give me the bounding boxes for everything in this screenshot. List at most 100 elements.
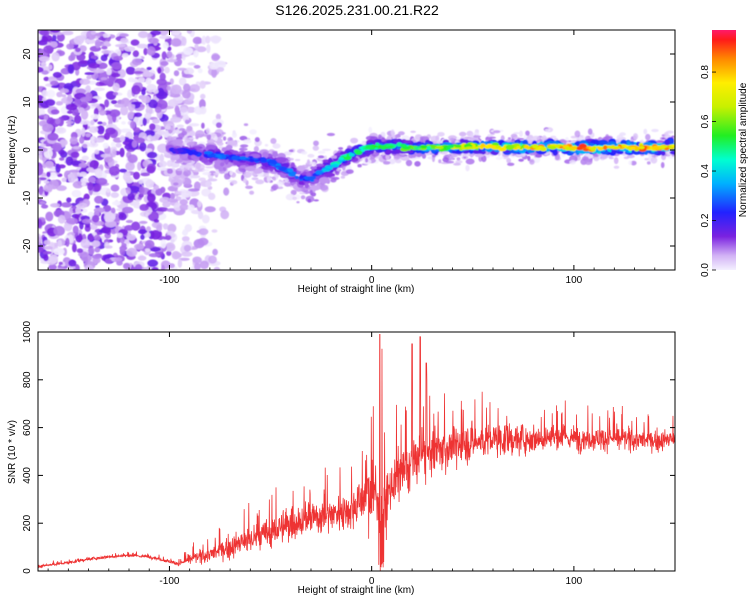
spectrogram-halo-blob <box>393 134 401 139</box>
spectrogram-halo-blob <box>312 145 319 151</box>
spectrogram-noise-blob <box>76 53 86 61</box>
spectrogram-noise-blob <box>121 53 129 58</box>
colorbar: 0.0 0.2 0.4 0.6 0.8 Normalized spectral ampl… <box>700 30 749 277</box>
spectrogram-noise-blob <box>72 225 79 234</box>
spectrogram-ridge-core <box>221 154 227 160</box>
spectrogram-noise-blob <box>93 69 105 74</box>
spectrogram-halo-blob <box>365 157 369 163</box>
spectrogram-noise-blob <box>80 177 88 184</box>
spectrogram-halo-blob <box>292 196 297 201</box>
spectrogram-noise-blob <box>155 90 168 100</box>
spectrogram-noise-blob <box>187 62 196 66</box>
spectrogram-noise-blob <box>179 199 188 206</box>
spectrogram-noise-blob <box>193 64 201 69</box>
colorbar-tick-label: 0.0 <box>700 263 711 277</box>
spectrogram-noise-blob <box>149 247 161 252</box>
spectrogram-halo-blob <box>238 147 248 151</box>
spectrogram-ridge-core <box>579 143 587 148</box>
spectrogram-noise-blob <box>181 236 190 242</box>
spectrogram-halo-blob <box>272 183 279 190</box>
spectrogram-noise-blob <box>148 99 158 109</box>
spectrogram-noise-blob <box>139 204 149 211</box>
spectrogram-y-label: Frequency (Hz) <box>7 116 18 185</box>
spectrogram-ridge-core <box>294 175 299 180</box>
spectrogram-noise-blob <box>183 83 191 92</box>
spectrogram-noise-blob <box>119 135 126 142</box>
spectrogram-halo-blob <box>453 162 461 166</box>
spectrogram-ridge-core <box>523 144 530 149</box>
spectrogram-noise-blob <box>84 72 95 76</box>
spectrogram-halo-blob <box>309 189 313 196</box>
spectrogram-halo-blob <box>442 157 450 163</box>
spectrogram-noise-blob <box>93 137 105 143</box>
spectrogram-ridge-core <box>438 149 445 152</box>
spectrogram-halo-blob <box>301 151 308 155</box>
colorbar-ticks: 0.0 0.2 0.4 0.6 0.8 <box>700 65 716 277</box>
spectrogram-noise-blob <box>38 236 42 246</box>
spectrogram-noise-blob <box>167 46 172 52</box>
spectrogram-noise-blob <box>156 224 163 232</box>
spectrogram-noise-blob <box>136 43 148 49</box>
spectrogram-noise-blob <box>122 172 131 182</box>
spectrogram-noise-blob <box>198 228 209 236</box>
spectrogram-halo-blob <box>465 158 475 165</box>
spectrogram-noise-blob <box>79 60 90 64</box>
spectrogram-noise-blob <box>133 112 143 118</box>
spectrogram-noise-blob <box>81 155 90 161</box>
spectrogram-noise-blob <box>65 237 70 247</box>
spectrogram-halo-blob <box>295 159 301 161</box>
spectrogram-noise-blob <box>141 95 151 104</box>
spectrogram-noise-blob <box>143 47 148 56</box>
spectrogram-noise-blob <box>126 234 136 241</box>
spectrogram-noise-blob <box>144 148 153 153</box>
spectrogram-ridge-blob <box>474 153 484 158</box>
spectrogram-noise-blob <box>78 107 85 114</box>
spectrogram-noise-blob <box>207 178 218 182</box>
spectrogram-halo-blob <box>254 137 260 143</box>
spectrogram-noise-blob <box>157 167 167 171</box>
spectrogram-ridge-core <box>192 150 199 155</box>
spectrogram-halo-blob <box>316 157 320 160</box>
spectrogram-ridge-blob <box>669 150 675 155</box>
spectrogram-noise-blob <box>44 160 54 169</box>
spectrogram-noise-blob <box>186 30 192 34</box>
colorbar-gradient <box>712 30 736 270</box>
spectrogram-noise-blob <box>162 201 171 208</box>
spectrogram-noise-blob <box>126 247 138 257</box>
spectrogram-noise-blob <box>134 264 143 270</box>
spectrogram-noise-blob <box>56 91 63 98</box>
spectrogram-noise-blob <box>56 32 65 42</box>
spectrogram-noise-blob <box>115 142 122 148</box>
spectrogram-noise-blob <box>53 225 65 236</box>
spectrogram-noise-blob <box>156 208 163 212</box>
spectrogram-halo-blob <box>264 143 269 147</box>
spectrogram-noise-blob <box>144 248 151 253</box>
spectrogram-noise-blob <box>94 195 104 204</box>
spectrogram-noise-blob <box>56 185 67 191</box>
spectrogram-noise-blob <box>75 47 81 53</box>
spectrogram-noise-blob <box>51 52 60 62</box>
colorbar-label: Normalized spectral amplitude <box>738 82 749 217</box>
spectrogram-noise-blob <box>104 99 110 108</box>
spectrogram-noise-blob <box>154 106 162 113</box>
spectrogram-noise-blob <box>42 251 52 255</box>
spectrogram-noise-blob <box>66 110 73 114</box>
spectrogram-noise-blob <box>192 256 202 264</box>
spectrogram-noise-blob <box>130 120 136 129</box>
spectrogram-ridge-core <box>331 164 339 167</box>
spectrogram-noise-blob <box>173 202 182 212</box>
spectrogram-noise-blob <box>80 254 92 262</box>
spectrogram-halo-blob <box>306 159 311 165</box>
spectrogram-noise-blob <box>117 232 123 239</box>
spectrogram-noise-blob <box>91 214 100 223</box>
spectrogram-noise-blob <box>173 70 180 77</box>
spectrogram-noise-blob <box>171 84 182 95</box>
spectrogram-noise-blob <box>59 139 68 146</box>
spectrogram-halo-blob <box>201 122 205 129</box>
spectrogram-noise-blob <box>111 148 117 158</box>
spectrogram-noise-blob <box>201 35 207 45</box>
spectrogram-noise-blob <box>43 45 54 54</box>
spectrogram-noise-blob <box>115 44 126 48</box>
spectrogram-noise-blob <box>180 106 188 113</box>
spectrogram-ridge-core <box>365 144 373 150</box>
